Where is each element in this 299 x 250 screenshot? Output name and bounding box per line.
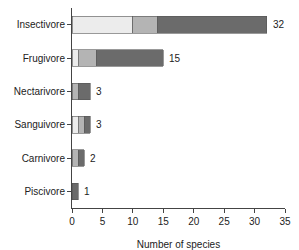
svg-text:Sanguivore: Sanguivore — [14, 119, 65, 130]
svg-text:3: 3 — [96, 86, 102, 97]
svg-text:20: 20 — [188, 216, 200, 227]
svg-text:Frugivore: Frugivore — [23, 53, 66, 64]
svg-text:Number of species: Number of species — [137, 239, 220, 250]
svg-text:3: 3 — [96, 119, 102, 130]
svg-text:5: 5 — [100, 216, 106, 227]
svg-text:25: 25 — [219, 216, 231, 227]
svg-text:2: 2 — [90, 153, 96, 164]
svg-text:Nectarivore: Nectarivore — [14, 86, 66, 97]
svg-text:32: 32 — [273, 19, 285, 30]
svg-text:1: 1 — [84, 186, 90, 197]
svg-text:30: 30 — [249, 216, 261, 227]
svg-text:10: 10 — [127, 216, 139, 227]
svg-text:Carnivore: Carnivore — [22, 153, 66, 164]
svg-text:Insectivore: Insectivore — [17, 19, 66, 30]
svg-text:Piscivore: Piscivore — [24, 186, 65, 197]
svg-text:35: 35 — [279, 216, 291, 227]
svg-text:0: 0 — [69, 216, 75, 227]
svg-text:15: 15 — [169, 53, 181, 64]
svg-text:15: 15 — [158, 216, 170, 227]
